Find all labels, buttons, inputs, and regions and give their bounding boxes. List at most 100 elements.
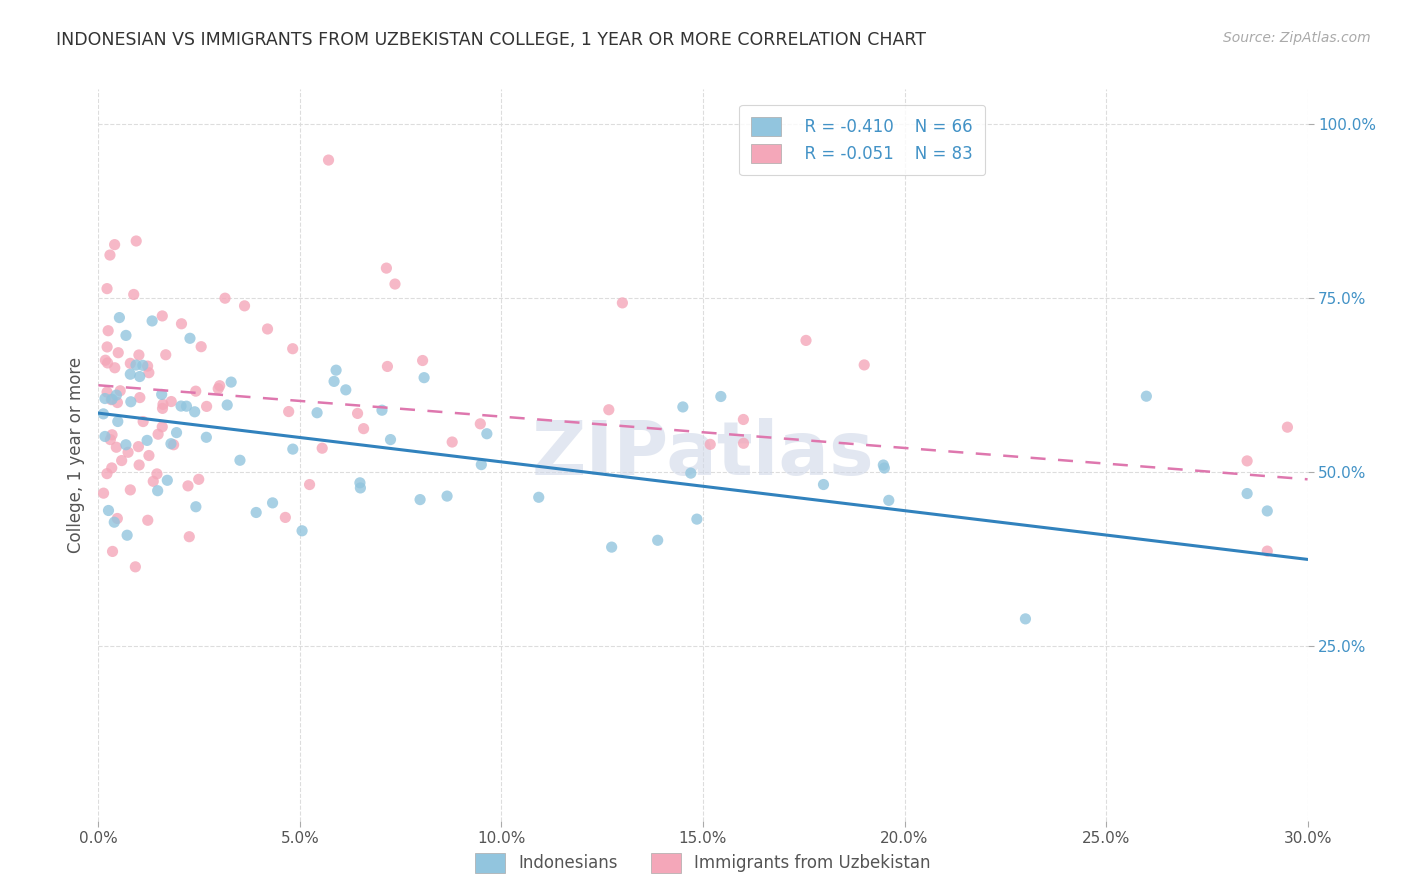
Point — [311, 441, 333, 455]
Point — [679, 466, 702, 480]
Point — [97, 356, 120, 370]
Point — [170, 399, 193, 413]
Point — [93, 407, 115, 421]
Point — [1135, 389, 1157, 403]
Point — [371, 403, 394, 417]
Point — [160, 436, 183, 450]
Point — [1256, 504, 1278, 518]
Point — [853, 358, 876, 372]
Point — [291, 524, 314, 538]
Point — [349, 475, 371, 490]
Point — [813, 477, 835, 491]
Point — [353, 422, 375, 436]
Point — [136, 434, 159, 448]
Point — [325, 363, 347, 377]
Point — [107, 345, 129, 359]
Point — [128, 348, 150, 362]
Point — [177, 479, 200, 493]
Point — [150, 309, 173, 323]
Point — [277, 404, 299, 418]
Point — [101, 544, 124, 558]
Point — [122, 287, 145, 301]
Point — [245, 506, 267, 520]
Point — [166, 425, 188, 440]
Point — [1014, 612, 1036, 626]
Point — [298, 477, 321, 491]
Point — [184, 500, 207, 514]
Point — [108, 384, 131, 398]
Point — [190, 340, 212, 354]
Point — [207, 382, 229, 396]
Point — [873, 461, 896, 475]
Point — [877, 493, 900, 508]
Point — [97, 503, 120, 517]
Point — [105, 511, 128, 525]
Point — [598, 402, 620, 417]
Point — [470, 417, 492, 431]
Point — [872, 458, 894, 472]
Point — [124, 559, 146, 574]
Point — [375, 261, 398, 276]
Point — [156, 473, 179, 487]
Point — [412, 353, 434, 368]
Point — [1256, 544, 1278, 558]
Point — [179, 331, 201, 345]
Point — [672, 400, 695, 414]
Point — [100, 461, 122, 475]
Point — [104, 237, 127, 252]
Point — [141, 314, 163, 328]
Text: ZIPatlas: ZIPatlas — [531, 418, 875, 491]
Point — [346, 406, 368, 420]
Point — [120, 483, 142, 497]
Point — [380, 433, 402, 447]
Text: Source: ZipAtlas.com: Source: ZipAtlas.com — [1223, 31, 1371, 45]
Point — [384, 277, 406, 291]
Point — [794, 334, 817, 348]
Point — [105, 440, 128, 454]
Point — [101, 427, 124, 442]
Point — [132, 359, 155, 373]
Point — [125, 234, 148, 248]
Point — [733, 412, 755, 426]
Point — [104, 360, 127, 375]
Y-axis label: College, 1 year or more: College, 1 year or more — [66, 357, 84, 553]
Point — [107, 415, 129, 429]
Point — [120, 368, 142, 382]
Point — [470, 458, 492, 472]
Point — [94, 392, 117, 406]
Point — [96, 385, 118, 400]
Point — [409, 492, 432, 507]
Point — [217, 398, 239, 412]
Point — [128, 458, 150, 472]
Point — [103, 515, 125, 529]
Point — [152, 401, 174, 416]
Point — [281, 342, 304, 356]
Point — [274, 510, 297, 524]
Point — [233, 299, 256, 313]
Point — [323, 375, 346, 389]
Point — [136, 359, 159, 373]
Point — [93, 486, 115, 500]
Point — [150, 419, 173, 434]
Point — [160, 394, 183, 409]
Point — [150, 387, 173, 401]
Point — [138, 366, 160, 380]
Point — [94, 353, 117, 368]
Point — [97, 324, 120, 338]
Point — [146, 467, 169, 481]
Legend:   R = -0.410    N = 66,   R = -0.051    N = 83: R = -0.410 N = 66, R = -0.051 N = 83 — [740, 105, 984, 175]
Point — [115, 438, 138, 452]
Point — [128, 391, 150, 405]
Point — [187, 472, 209, 486]
Point — [256, 322, 278, 336]
Point — [107, 395, 129, 409]
Point — [108, 310, 131, 325]
Point — [733, 436, 755, 450]
Point — [125, 358, 148, 372]
Point — [647, 533, 669, 548]
Point — [132, 415, 155, 429]
Point — [170, 317, 193, 331]
Point — [120, 356, 142, 370]
Point — [96, 340, 118, 354]
Point — [1236, 486, 1258, 500]
